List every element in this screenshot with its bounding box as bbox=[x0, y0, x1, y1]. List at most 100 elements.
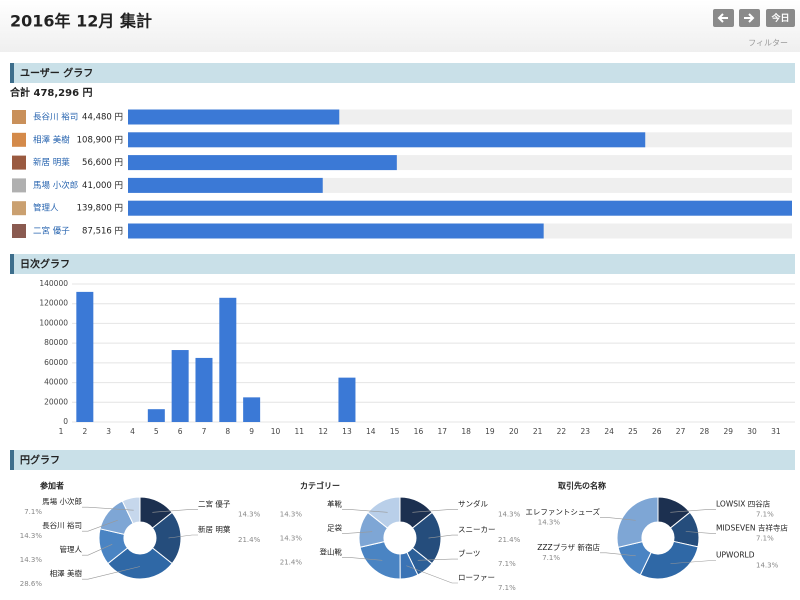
x-tick-label: 15 bbox=[390, 427, 400, 436]
x-tick-label: 21 bbox=[533, 427, 543, 436]
user-name[interactable]: 相澤 美樹 bbox=[33, 134, 70, 145]
bar bbox=[338, 377, 356, 422]
section-bar bbox=[10, 63, 795, 83]
slice-label: 相澤 美樹 bbox=[50, 568, 83, 578]
slice-label: 長谷川 裕司 bbox=[42, 520, 82, 530]
slice-label: 革靴 bbox=[327, 498, 342, 508]
leader-line bbox=[670, 509, 716, 513]
section-pie: 円グラフ bbox=[10, 450, 795, 470]
x-tick-label: 17 bbox=[438, 427, 448, 436]
y-tick-label: 40000 bbox=[44, 378, 68, 387]
bar bbox=[128, 109, 340, 125]
x-tick-label: 4 bbox=[130, 427, 135, 436]
prev-icon bbox=[717, 13, 728, 23]
leader-line bbox=[428, 534, 458, 539]
slice-percent: 14.3% bbox=[280, 534, 303, 542]
leader-line bbox=[82, 519, 118, 532]
x-tick-label: 2 bbox=[82, 427, 87, 436]
x-tick-label: 28 bbox=[700, 427, 710, 436]
user-name[interactable]: 長谷川 裕司 bbox=[33, 112, 78, 123]
x-tick-label: 11 bbox=[295, 427, 305, 436]
section-bar bbox=[10, 450, 795, 470]
section-title: 日次グラフ bbox=[20, 258, 70, 271]
slice-label: サンダル bbox=[458, 498, 488, 508]
section-bar bbox=[10, 254, 795, 274]
leader-line bbox=[82, 544, 113, 556]
slice-label: 登山靴 bbox=[320, 546, 343, 556]
slice-percent: 14.3% bbox=[20, 532, 43, 540]
slice-percent: 7.1% bbox=[498, 560, 516, 568]
x-tick-label: 27 bbox=[676, 427, 686, 436]
slice-label: 足袋 bbox=[327, 522, 342, 532]
slice-percent: 21.4% bbox=[498, 536, 521, 544]
today-button[interactable] bbox=[766, 9, 795, 27]
value-label: 87,516 円 bbox=[82, 227, 123, 237]
value-label: 139,800 円 bbox=[77, 204, 123, 214]
avatar bbox=[12, 155, 26, 170]
bar bbox=[243, 397, 261, 422]
pie-slice bbox=[639, 540, 699, 580]
slice-label: ブーツ bbox=[458, 548, 480, 558]
bar bbox=[128, 223, 544, 239]
x-tick-label: 9 bbox=[249, 427, 254, 436]
slice-label: 馬場 小次郎 bbox=[42, 496, 82, 506]
section-title: ユーザー グラフ bbox=[20, 67, 93, 80]
slice-label: エレファントシューズ bbox=[525, 506, 600, 516]
x-tick-label: 20 bbox=[509, 427, 519, 436]
leader-line bbox=[342, 509, 388, 513]
slice-percent: 21.4% bbox=[238, 536, 261, 544]
avatar bbox=[12, 110, 26, 124]
header-bg bbox=[0, 0, 800, 52]
slice-percent: 14.3% bbox=[498, 510, 521, 518]
bar bbox=[128, 132, 646, 148]
pie-slice bbox=[616, 496, 659, 548]
bar bbox=[147, 409, 165, 422]
x-tick-label: 29 bbox=[723, 427, 733, 436]
slice-label: 新居 明葉 bbox=[198, 524, 231, 534]
user-name[interactable]: 馬場 小次郎 bbox=[33, 180, 78, 191]
x-tick-label: 8 bbox=[225, 427, 230, 436]
pie-title: 参加者 bbox=[39, 481, 64, 491]
user-total: 合計 478,296 円 bbox=[9, 86, 93, 99]
slice-label: LOWSIX 四谷店 bbox=[716, 498, 771, 508]
section-user: ユーザー グラフ bbox=[10, 63, 795, 83]
slice-percent: 14.3% bbox=[280, 510, 303, 518]
pie-title: カテゴリー bbox=[300, 481, 340, 491]
section-accent bbox=[10, 450, 14, 470]
x-tick-label: 1 bbox=[59, 427, 64, 436]
slice-percent: 14.3% bbox=[20, 556, 43, 564]
slice-label: ローファー bbox=[458, 573, 495, 582]
pie-title: 取引先の名称 bbox=[558, 481, 606, 491]
leader-line bbox=[342, 557, 383, 561]
pie-slice bbox=[367, 496, 401, 529]
user-name[interactable]: 二宮 優子 bbox=[33, 226, 70, 237]
y-tick-label: 0 bbox=[63, 417, 68, 426]
avatar bbox=[12, 224, 26, 238]
slice-label: 管理人 bbox=[60, 544, 83, 554]
y-tick-label: 60000 bbox=[44, 358, 68, 367]
x-tick-label: 26 bbox=[652, 427, 662, 436]
x-tick-label: 23 bbox=[580, 427, 590, 436]
slice-percent: 14.3% bbox=[756, 562, 779, 570]
bar bbox=[128, 200, 792, 216]
filter-link[interactable]: フィルター bbox=[748, 39, 788, 48]
slice-percent: 7.1% bbox=[756, 534, 774, 542]
x-tick-label: 6 bbox=[178, 427, 183, 436]
section-accent bbox=[10, 254, 14, 274]
user-name[interactable]: 管理人 bbox=[33, 203, 59, 214]
slice-label: UPWORLD bbox=[716, 551, 755, 560]
slice-percent: 21.4% bbox=[280, 558, 303, 566]
section-accent bbox=[10, 63, 14, 83]
x-tick-label: 25 bbox=[628, 427, 638, 436]
y-tick-label: 120000 bbox=[39, 299, 68, 308]
bar bbox=[128, 177, 323, 193]
section-daily: 日次グラフ bbox=[10, 254, 795, 274]
bar bbox=[171, 350, 189, 422]
slice-percent: 7.1% bbox=[756, 510, 774, 518]
y-tick-label: 20000 bbox=[44, 397, 68, 406]
y-tick-label: 80000 bbox=[44, 338, 68, 347]
user-name[interactable]: 新居 明葉 bbox=[33, 157, 70, 168]
leader-line bbox=[685, 531, 716, 534]
